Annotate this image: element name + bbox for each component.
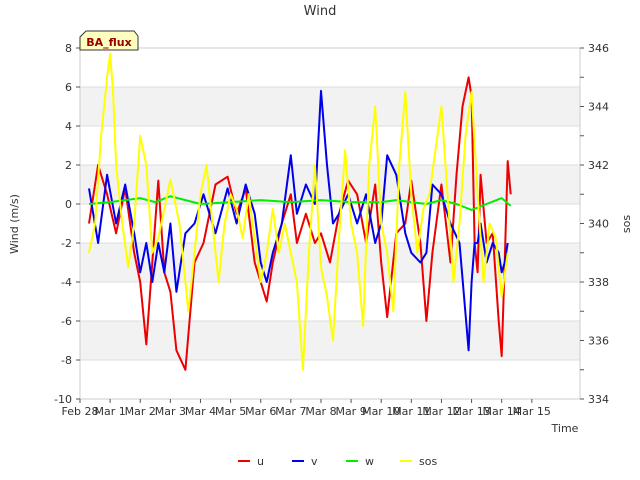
x-tick-label: Mar 9 [335, 405, 366, 418]
y-tick-label: 8 [65, 42, 72, 55]
y-tick-label: -10 [54, 393, 72, 406]
y2-tick-label: 344 [588, 101, 609, 114]
legend-label-v: v [311, 455, 318, 468]
series-line-w [88, 195, 512, 211]
x-tick-label: Mar 1 [94, 405, 125, 418]
series-line-u [88, 76, 512, 371]
x-tick-label: Mar 4 [185, 405, 216, 418]
x-tick-label: Mar 3 [155, 405, 186, 418]
y2-tick-label: 334 [588, 393, 609, 406]
y2-tick-label: 346 [588, 42, 609, 55]
series-layer [88, 52, 512, 371]
y-tick-label: -8 [61, 354, 72, 367]
legend-label-u: u [257, 455, 264, 468]
x-tick-label: Feb 28 [62, 405, 99, 418]
x-tick-label: Mar 12 [422, 405, 460, 418]
x-tick-label: Mar 14 [483, 405, 521, 418]
x-tick-label: Mar 15 [513, 405, 551, 418]
legend-label-w: w [365, 455, 374, 468]
x-tick-label: Mar 7 [275, 405, 306, 418]
y2-tick-label: 342 [588, 159, 609, 172]
y-axis-label: Wind (m/s) [8, 194, 21, 254]
grid-band [80, 87, 580, 126]
axes: -10 -8 -6 -4 -2 0 2 4 6 8 334 336 338 340 342 344 346 Feb… [54, 42, 609, 418]
chart-title: Wind [304, 4, 337, 19]
x-tick-label: Mar 2 [125, 405, 156, 418]
y2-axis-label: sos [620, 215, 633, 233]
y-tick-label: 4 [65, 120, 72, 133]
y2-tick-label: 340 [588, 218, 609, 231]
legend-label-sos: sos [419, 455, 437, 468]
y-tick-label: 6 [65, 81, 72, 94]
site-badge-text: BA_flux [86, 36, 131, 49]
y-tick-label: -6 [61, 315, 72, 328]
grid-band [80, 321, 580, 360]
series-line-sos [88, 52, 509, 371]
x-tick-label: Mar 8 [305, 405, 336, 418]
x-tick-label: Mar 11 [392, 405, 430, 418]
x-tick-label: Mar 10 [362, 405, 400, 418]
y-tick-label: -4 [61, 276, 72, 289]
x-tick-label: Mar 5 [215, 405, 246, 418]
series-line-v [88, 89, 509, 352]
site-badge: BA_flux [79, 30, 139, 51]
x-axis-label: Time [551, 422, 579, 435]
x-tick-label: Mar 13 [452, 405, 490, 418]
y-tick-label: 0 [65, 198, 72, 211]
site-badge-box [79, 30, 139, 51]
legend: u v w sos [238, 455, 437, 468]
y-tick-label: -2 [61, 237, 72, 250]
x-tick-label: Mar 6 [245, 405, 276, 418]
y2-tick-label: 336 [588, 335, 609, 348]
y2-tick-label: 338 [588, 276, 609, 289]
y-tick-label: 2 [65, 159, 72, 172]
